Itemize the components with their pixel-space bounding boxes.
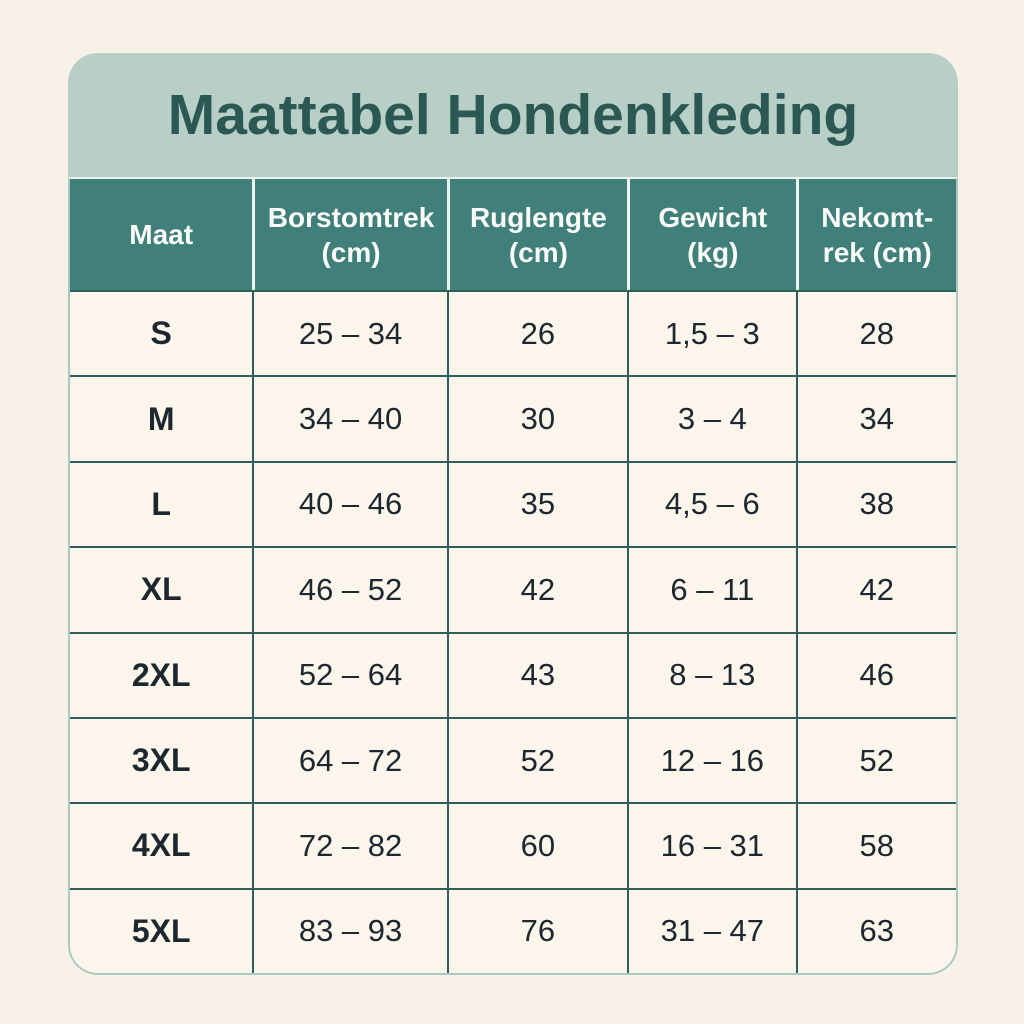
- value-cell: 8 – 13: [627, 633, 795, 717]
- table-body: S 25 – 34 26 1,5 – 3 28 M 34 – 40 30 3 – 4 34 L 40 …: [70, 290, 956, 973]
- value-cell: 63: [795, 889, 956, 973]
- value-cell: 58: [795, 804, 956, 888]
- table-row: M 34 – 40 30 3 – 4 34: [70, 375, 956, 461]
- value-cell: 72 – 82: [252, 804, 446, 888]
- table-row: 4XL 72 – 82 60 16 – 31 58: [70, 802, 956, 888]
- value-cell: 76: [446, 889, 627, 973]
- value-cell: 1,5 – 3: [627, 292, 795, 376]
- size-label: 5XL: [131, 912, 191, 949]
- value-cell: 25 – 34: [252, 292, 446, 376]
- value-cell: 43: [446, 633, 627, 717]
- column-header-label: Maat: [129, 219, 194, 250]
- value-cell: 28: [795, 292, 956, 376]
- size-label: M: [147, 400, 175, 437]
- column-header-label: Ruglengte (cm): [469, 201, 607, 268]
- column-header-2: Ruglengte (cm): [446, 179, 627, 290]
- size-label: XL: [140, 571, 182, 608]
- page-title: Maattabel Hondenkleding: [167, 83, 859, 147]
- table-header-row: Maat Borstomtrek (cm) Ruglengte (cm) Gewich…: [70, 179, 956, 290]
- value-cell: 16 – 31: [627, 804, 795, 888]
- value-cell: 52: [446, 718, 627, 803]
- table-row: XL 46 – 52 42 6 – 11 42: [70, 546, 956, 632]
- size-label: 3XL: [131, 742, 191, 779]
- value-cell: 6 – 11: [627, 548, 795, 632]
- size-label: L: [151, 485, 171, 522]
- table-row: L 40 – 46 35 4,5 – 6 38: [70, 460, 956, 547]
- value-cell: 31 – 47: [627, 889, 795, 973]
- value-cell: 52: [795, 718, 956, 803]
- column-header-3: Gewicht (kg): [627, 179, 795, 290]
- size-label: 4XL: [131, 827, 191, 864]
- size-chart-card: Maattabel Hondenkleding Maat Borstomtrek …: [68, 53, 958, 975]
- value-cell: 4,5 – 6: [627, 462, 795, 547]
- size-table: Maat Borstomtrek (cm) Ruglengte (cm) Gewich…: [68, 177, 958, 975]
- column-header-4: Nekomt-rek (cm): [795, 179, 956, 290]
- value-cell: 35: [446, 462, 627, 547]
- value-cell: 40 – 46: [252, 462, 446, 547]
- table-row: S 25 – 34 26 1,5 – 3 28: [70, 290, 956, 376]
- value-cell: 60: [446, 804, 627, 888]
- column-header-label: Nekomt-rek (cm): [821, 201, 934, 268]
- value-cell: 3 – 4: [627, 377, 795, 461]
- table-row: 2XL 52 – 64 43 8 – 13 46: [70, 631, 956, 717]
- column-header-maat: Maat: [70, 179, 252, 290]
- value-cell: 52 – 64: [252, 633, 446, 717]
- size-label: 2XL: [131, 656, 191, 693]
- value-cell: 42: [795, 548, 956, 632]
- value-cell: 26: [446, 292, 627, 376]
- title-band: Maattabel Hondenkleding: [68, 53, 958, 177]
- column-header-label: Borstomtrek (cm): [267, 201, 435, 268]
- table-row: 5XL 83 – 93 76 31 – 47 63: [70, 887, 956, 973]
- size-label: S: [150, 315, 172, 352]
- value-cell: 46: [795, 633, 956, 717]
- value-cell: 34 – 40: [252, 377, 446, 461]
- value-cell: 83 – 93: [252, 889, 446, 973]
- column-header-1: Borstomtrek (cm): [252, 179, 446, 290]
- value-cell: 38: [795, 462, 956, 547]
- value-cell: 46 – 52: [252, 548, 446, 632]
- column-header-label: Gewicht (kg): [658, 201, 768, 268]
- value-cell: 30: [446, 377, 627, 461]
- table-row: 3XL 64 – 72 52 12 – 16 52: [70, 716, 956, 803]
- value-cell: 64 – 72: [252, 718, 446, 803]
- value-cell: 12 – 16: [627, 718, 795, 803]
- value-cell: 42: [446, 548, 627, 632]
- value-cell: 34: [795, 377, 956, 461]
